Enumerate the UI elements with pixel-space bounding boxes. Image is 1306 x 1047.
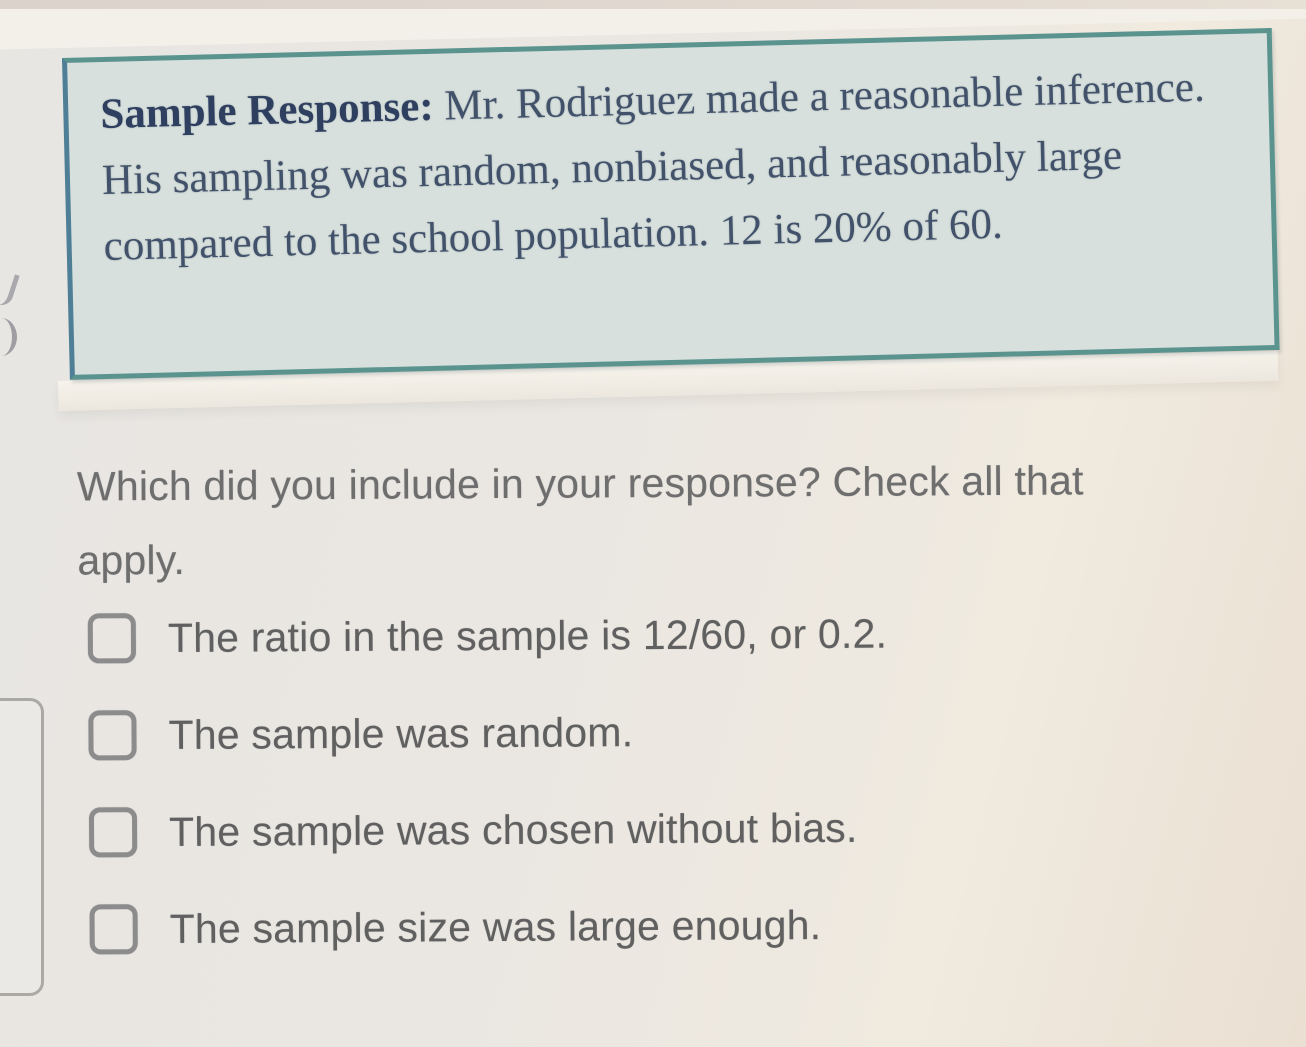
checkbox[interactable] <box>87 613 137 664</box>
checkbox[interactable] <box>88 807 138 858</box>
options-list: The ratio in the sample is 12/60, or 0.2… <box>87 609 890 955</box>
option-row[interactable]: The sample size was large enough. <box>89 900 890 955</box>
cutoff-glyph-fragment <box>0 318 17 356</box>
option-row[interactable]: The sample was chosen without bias. <box>88 803 889 858</box>
screen-top-edge <box>0 0 1306 9</box>
option-label: The sample was chosen without bias. <box>168 804 858 855</box>
option-row[interactable]: The ratio in the sample is 12/60, or 0.2… <box>87 609 888 664</box>
cutoff-panel-corner <box>0 698 44 996</box>
option-row[interactable]: The sample was random. <box>88 706 888 761</box>
option-label: The sample size was large enough. <box>169 901 822 952</box>
option-label: The ratio in the sample is 12/60, or 0.2… <box>167 610 888 661</box>
question-text: Which did you include in your response? … <box>76 457 1084 584</box>
checkbox[interactable] <box>88 710 137 761</box>
checkbox[interactable] <box>89 904 138 955</box>
option-label: The sample was random. <box>168 708 634 758</box>
